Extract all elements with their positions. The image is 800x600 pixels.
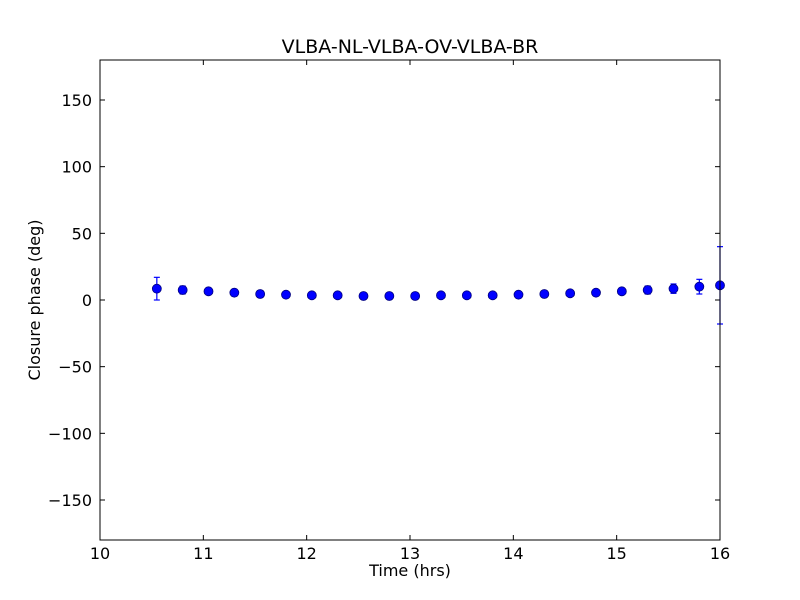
data-point <box>436 290 446 301</box>
chart-title: VLBA-NL-VLBA-OV-VLBA-BR <box>282 36 539 58</box>
data-point <box>539 289 550 299</box>
x-tick-label: 13 <box>400 544 420 563</box>
x-axis: 10 11 12 13 14 15 16 <box>90 60 730 563</box>
y-tick-label: −150 <box>48 491 92 510</box>
y-tick-label: 0 <box>82 291 92 310</box>
y-axis: 150 100 50 0 −50 −100 −150 <box>48 91 720 510</box>
data-point <box>255 289 266 299</box>
y-tick-label: −100 <box>48 424 92 443</box>
y-tick-label: 50 <box>72 224 92 243</box>
data-series <box>151 246 725 325</box>
x-tick-label: 15 <box>606 544 626 563</box>
data-point <box>358 291 369 301</box>
data-point <box>513 289 524 300</box>
data-point <box>332 290 343 301</box>
plot-frame <box>99 59 721 541</box>
plot-area <box>100 60 720 540</box>
x-axis-label: Time (hrs) <box>368 561 451 580</box>
data-point <box>642 285 653 295</box>
y-tick-label: 150 <box>61 91 92 110</box>
data-point <box>410 291 421 301</box>
x-tick-label: 10 <box>90 544 110 563</box>
data-point <box>461 290 472 301</box>
data-point <box>151 283 162 294</box>
y-axis-label: Closure phase (deg) <box>25 219 44 380</box>
data-point <box>694 281 705 292</box>
x-tick-label: 11 <box>193 544 213 563</box>
y-tick-label: −50 <box>58 358 92 377</box>
x-tick-label: 16 <box>710 544 730 563</box>
data-point <box>668 283 679 294</box>
data-point <box>616 286 627 297</box>
data-point <box>591 287 601 298</box>
data-point <box>229 287 240 298</box>
data-point <box>384 291 395 301</box>
data-point <box>177 285 188 295</box>
data-point <box>487 290 498 301</box>
data-point <box>306 290 317 301</box>
data-point <box>565 288 576 299</box>
data-point <box>281 289 291 300</box>
x-tick-label: 12 <box>296 544 316 563</box>
data-point <box>203 286 214 297</box>
y-tick-label: 100 <box>61 158 92 177</box>
x-tick-label: 14 <box>503 544 523 563</box>
